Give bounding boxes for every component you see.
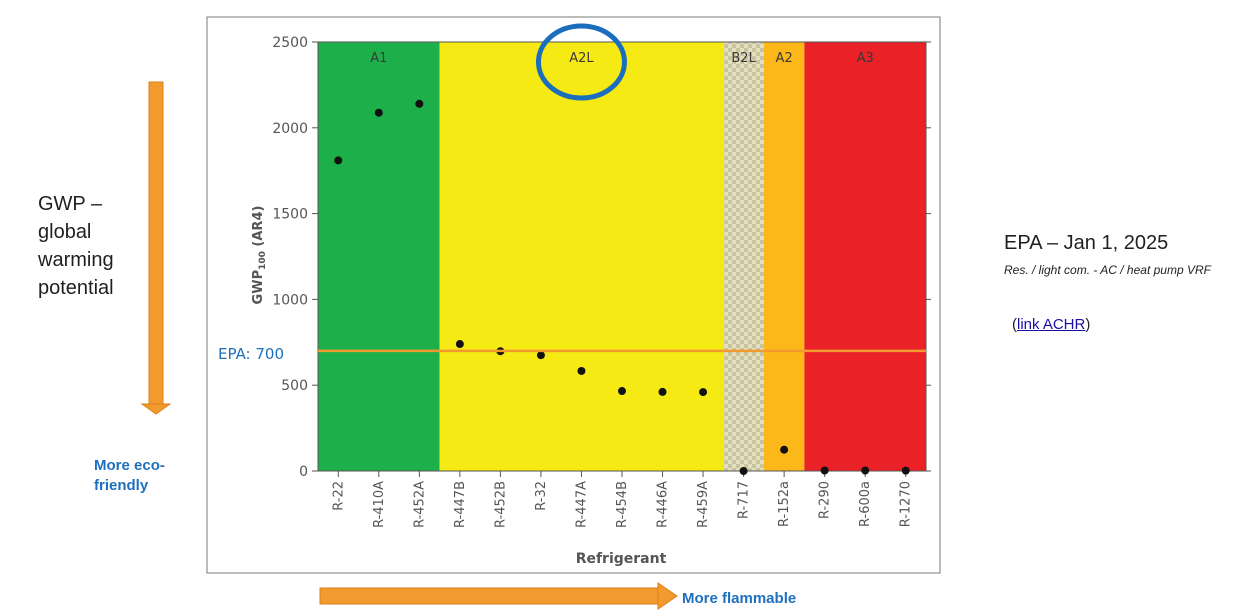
data-point-r-452a bbox=[415, 99, 424, 108]
data-point-r-447b bbox=[455, 340, 464, 349]
x-axis-title: Refrigerant bbox=[576, 551, 667, 567]
data-point-r-447a bbox=[577, 366, 586, 375]
data-point-r-454b bbox=[618, 387, 626, 396]
data-point-r-32 bbox=[536, 351, 545, 360]
link-close-paren: ) bbox=[1085, 316, 1091, 333]
gwp-arrow bbox=[140, 81, 172, 415]
data-point-r-410a bbox=[374, 108, 383, 117]
data-point-r-459a bbox=[699, 388, 708, 397]
x-tick-label: R-290 bbox=[818, 481, 833, 519]
x-tick-label: R-447B bbox=[453, 481, 468, 528]
band-a2 bbox=[763, 42, 805, 471]
x-tick-label: R-600a bbox=[858, 481, 873, 527]
band-label-b2l: B2L bbox=[731, 51, 756, 66]
flammable-arrow bbox=[319, 582, 678, 610]
x-tick-label: R-410A bbox=[372, 481, 387, 528]
data-point-r-290 bbox=[820, 466, 829, 475]
x-tick-label: R-32 bbox=[534, 481, 549, 511]
x-tick-label: R-452B bbox=[493, 481, 508, 528]
x-tick-label: R-1270 bbox=[899, 481, 914, 527]
x-tick-label: R-452A bbox=[412, 481, 427, 528]
eco-friendly-annotation: More eco- friendly bbox=[94, 457, 165, 494]
epa-link-line: (link ACHR) bbox=[1012, 316, 1090, 333]
x-tick-label: R-459A bbox=[696, 481, 711, 528]
flammable-annotation: More flammable bbox=[682, 590, 797, 607]
achr-link[interactable]: link ACHR bbox=[1017, 316, 1086, 333]
x-tick-label: R-447A bbox=[574, 481, 589, 528]
y-tick-label: 2500 bbox=[272, 35, 308, 51]
a2l-highlight-circle bbox=[535, 23, 627, 101]
band-label-a1: A1 bbox=[370, 51, 387, 66]
epa-threshold-label: EPA: 700 bbox=[218, 345, 284, 363]
gwp-annotation: GWP – global warming potential bbox=[38, 193, 114, 299]
band-label-a2l: A2L bbox=[569, 51, 594, 66]
y-tick-label: 1500 bbox=[272, 207, 308, 223]
epa-subtitle: Res. / light com. - AC / heat pump VRF bbox=[1004, 263, 1211, 277]
y-axis-title: GWP100 (AR4) bbox=[251, 206, 268, 305]
band-a3 bbox=[804, 42, 926, 471]
epa-title: EPA – Jan 1, 2025 bbox=[1004, 232, 1169, 254]
x-tick-label: R-152a bbox=[777, 481, 792, 527]
y-tick-label: 0 bbox=[299, 464, 308, 480]
band-a2l bbox=[439, 42, 724, 471]
y-tick-label: 1000 bbox=[272, 292, 308, 308]
y-tick-label: 2000 bbox=[272, 121, 308, 137]
data-point-r-22 bbox=[334, 156, 343, 165]
x-tick-label: R-454B bbox=[615, 481, 630, 528]
band-label-a2: A2 bbox=[776, 51, 793, 66]
y-tick-label: 500 bbox=[281, 378, 308, 394]
data-point-r-600a bbox=[861, 466, 870, 475]
x-tick-label: R-717 bbox=[737, 481, 752, 519]
data-point-r-717 bbox=[739, 467, 748, 475]
x-tick-label: R-22 bbox=[331, 481, 346, 511]
data-point-r-1270 bbox=[901, 466, 910, 475]
band-b2l bbox=[723, 42, 764, 471]
data-point-r-152a bbox=[780, 445, 789, 454]
data-point-r-446a bbox=[658, 387, 667, 396]
x-tick-label: R-446A bbox=[656, 481, 671, 528]
band-label-a3: A3 bbox=[857, 51, 874, 66]
link-open-paren: ( bbox=[1012, 316, 1017, 333]
